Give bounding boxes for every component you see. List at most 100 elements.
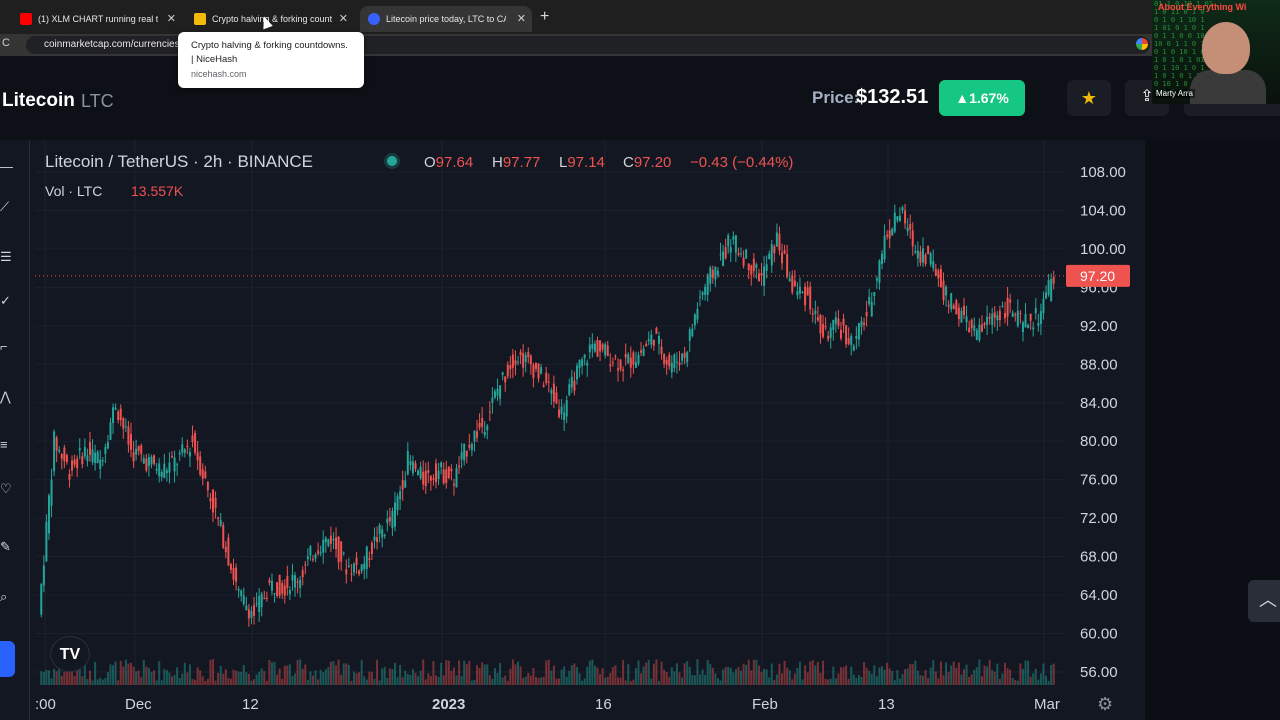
volume-bar: [45, 670, 48, 685]
tradingview-logo[interactable]: TV: [50, 636, 90, 672]
candle-body: [258, 596, 261, 612]
candle-body: [1037, 323, 1040, 326]
x-tick-label: 13: [878, 696, 895, 713]
youtube-icon: [20, 13, 32, 25]
candle-body: [135, 448, 138, 455]
trendline-icon[interactable]: ⟋: [0, 199, 10, 214]
volume-bar: [168, 672, 171, 685]
candle-body: [824, 326, 827, 328]
volume-bar: [919, 675, 922, 685]
y-tick-label: 104.00: [1080, 202, 1126, 219]
browser-tab[interactable]: Crypto halving & forking countdowns ✕: [186, 6, 354, 32]
ohlc-change: −0.43 (−0.44%): [690, 154, 793, 171]
scroll-to-top-button[interactable]: ︿: [1248, 580, 1280, 622]
gear-icon[interactable]: ⚙: [1097, 694, 1114, 714]
close-tab-icon[interactable]: ✕: [516, 13, 526, 25]
candle-body: [650, 334, 653, 345]
candle-body: [470, 443, 473, 451]
candle-body: [132, 452, 135, 462]
candle-body: [47, 495, 50, 534]
volume-bar: [586, 666, 589, 685]
volume-bar: [793, 673, 796, 685]
candle-body: [645, 343, 648, 347]
volume-bar: [704, 674, 707, 685]
candle-body: [137, 445, 140, 451]
volume-bar: [396, 677, 399, 685]
magnet-tool-button[interactable]: [0, 641, 15, 677]
tooltip-domain: nicehash.com: [191, 69, 247, 79]
volume-bar: [896, 670, 899, 685]
volume-bar: [255, 674, 258, 685]
candle-body: [563, 412, 566, 421]
volume-bar: [596, 667, 599, 685]
candle-body: [660, 346, 663, 354]
volume-bar: [622, 659, 625, 685]
volume-bar: [445, 660, 448, 685]
volume-bar: [893, 680, 896, 685]
heart-icon[interactable]: ♡: [0, 481, 12, 496]
volume-bar: [824, 678, 827, 685]
fib-icon[interactable]: ☰: [0, 249, 12, 264]
ruler-icon[interactable]: ✎: [0, 539, 11, 554]
price-chart[interactable]: 108.00104.00100.0096.0092.0088.0084.0080…: [0, 140, 1145, 720]
volume-bar: [158, 661, 161, 685]
candle-body: [757, 273, 760, 282]
candle-body: [373, 536, 376, 541]
crosshair-icon[interactable]: —: [0, 159, 13, 174]
volume-bar: [1052, 663, 1055, 685]
volume-bar: [734, 669, 737, 685]
close-tab-icon[interactable]: ✕: [166, 13, 176, 25]
google-icon[interactable]: [1136, 38, 1148, 50]
volume-bar: [747, 659, 750, 685]
volume-bar: [55, 671, 58, 685]
candle-body: [332, 538, 335, 541]
browser-tab[interactable]: (1) XLM CHART running real time ✕: [12, 6, 182, 32]
volume-bar: [173, 674, 176, 685]
volume-bar: [706, 659, 709, 685]
x-tick-label: :00: [35, 696, 56, 713]
brush-icon[interactable]: ✓: [0, 293, 11, 308]
candle-body: [534, 363, 537, 369]
watchlist-star-button[interactable]: ★: [1067, 80, 1111, 116]
candle-body: [693, 314, 696, 326]
volume-bar: [163, 669, 166, 685]
ohlc-close-value: 97.20: [633, 154, 672, 171]
candle-body: [706, 274, 709, 295]
browser-tab-active[interactable]: Litecoin price today, LTC to CAD ✕: [360, 6, 532, 32]
presenter-face: [1202, 22, 1250, 74]
candle-body: [319, 552, 322, 554]
volume-bar: [432, 661, 435, 685]
candle-body: [955, 300, 958, 315]
volume-bar: [765, 669, 768, 685]
volume-bar: [94, 661, 97, 685]
candle-body: [768, 253, 771, 260]
zoom-icon[interactable]: ⌕: [0, 589, 8, 604]
volume-bar: [719, 680, 722, 685]
close-tab-icon[interactable]: ✕: [338, 13, 348, 25]
pattern-icon[interactable]: ⋀: [0, 389, 11, 404]
volume-bar: [657, 680, 660, 685]
volume-bar: [286, 665, 289, 685]
candle-body: [622, 369, 625, 371]
candle-body: [711, 269, 714, 278]
new-tab-icon[interactable]: +: [540, 8, 550, 25]
text-icon[interactable]: ⌐: [0, 339, 8, 354]
candle-body: [963, 305, 966, 316]
candle-body: [493, 391, 496, 398]
candle-body: [719, 254, 722, 256]
projection-icon[interactable]: ≡: [0, 437, 8, 452]
volume-bar: [611, 666, 614, 685]
volume-bar: [50, 678, 53, 685]
candle-body: [360, 564, 363, 572]
candle-body: [883, 235, 886, 260]
volume-bar: [978, 659, 981, 685]
reload-icon[interactable]: C: [2, 37, 10, 49]
volume-bar: [214, 680, 217, 685]
candle-body: [250, 611, 253, 618]
candle-body: [73, 459, 76, 465]
volume-bar: [791, 679, 794, 685]
volume-bar: [560, 669, 563, 685]
candle-body: [437, 470, 440, 480]
candle-body: [311, 559, 314, 561]
